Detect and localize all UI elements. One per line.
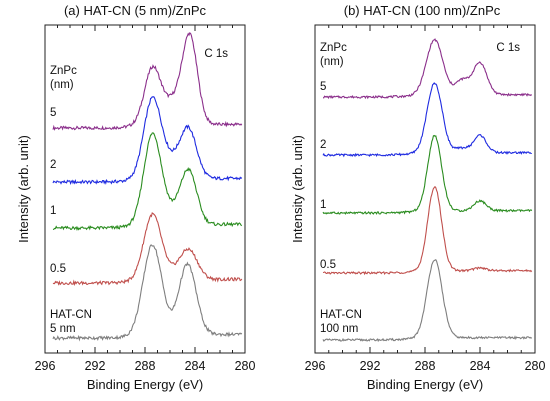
series-label-5: 5: [320, 81, 326, 93]
panel-b-series-group: 5 2 1 0.5 HAT-CN 100 nm: [320, 38, 533, 343]
x-tick-label-296: 296: [35, 359, 56, 373]
series-label-2: 2: [320, 139, 326, 151]
series-label-hat-cn: HAT-CN: [320, 309, 362, 321]
spectrum-line-hat-cn: [322, 258, 533, 343]
x-tick-label-296: 296: [305, 359, 326, 373]
series-label-0-5: 0.5: [320, 259, 336, 271]
x-tick-label-288: 288: [135, 359, 156, 373]
series-label-hat-cn-line2: 5 nm: [50, 323, 76, 335]
spectrum-line-1: [52, 132, 243, 232]
series-label-0-5: 0.5: [50, 263, 66, 275]
series-label-5: 5: [50, 107, 56, 119]
panel-a: (a) HAT-CN (5 nm)/ZnPc C 1s ZnPc (nm) 52…: [16, 3, 255, 392]
series-label-1: 1: [50, 205, 56, 217]
spectrum-line-5: [52, 32, 243, 131]
panel-a-series-group: 5 2 1 0.5 HAT-CN 5 nm: [50, 32, 243, 342]
panel-a-legend-title-line2: (nm): [50, 79, 74, 91]
series-label-hat-cn: HAT-CN: [50, 309, 92, 321]
series-label-2: 2: [50, 159, 56, 171]
series-label-hat-cn-line2: 100 nm: [320, 323, 358, 335]
x-tick-label-280: 280: [525, 359, 546, 373]
panel-b-element-label: C 1s: [496, 42, 520, 54]
x-tick-label-280: 280: [235, 359, 256, 373]
spectrum-line-0-5: [52, 212, 243, 287]
panel-a-y-axis-label: Intensity (arb. unit): [16, 135, 31, 243]
spectrum-line-2: [322, 82, 532, 158]
panel-b: (b) HAT-CN (100 nm)/ZnPc C 1s ZnPc (nm) …: [290, 3, 545, 392]
panel-b-legend-title-line1: ZnPc: [320, 42, 347, 54]
spectrum-line-5: [323, 38, 533, 100]
panel-a-ticks: 296 292 288 284 280: [35, 25, 256, 373]
spectrum-line-hat-cn: [52, 244, 243, 342]
panel-b-legend-title-line2: (nm): [320, 56, 344, 68]
x-tick-label-292: 292: [85, 359, 106, 373]
panel-b-ticks: 296 292 288 284 280: [305, 25, 546, 373]
x-tick-label-284: 284: [470, 359, 491, 373]
spectrum-line-0-5: [322, 185, 533, 276]
panel-b-title: (b) HAT-CN (100 nm)/ZnPc: [344, 3, 501, 18]
panel-a-element-label: C 1s: [204, 48, 228, 60]
panel-b-x-axis-label: Binding Energy (eV): [367, 377, 483, 392]
panel-a-legend-title-line1: ZnPc: [50, 65, 77, 77]
x-tick-label-288: 288: [415, 359, 436, 373]
spectrum-line-2: [52, 96, 243, 185]
panel-a-title: (a) HAT-CN (5 nm)/ZnPc: [64, 3, 207, 18]
x-tick-label-292: 292: [360, 359, 381, 373]
series-label-1: 1: [320, 199, 326, 211]
x-tick-label-284: 284: [185, 359, 206, 373]
panel-b-y-axis-label: Intensity (arb. unit): [290, 135, 305, 243]
spectrum-line-1: [322, 134, 533, 215]
panel-a-x-axis-label: Binding Energy (eV): [87, 377, 203, 392]
